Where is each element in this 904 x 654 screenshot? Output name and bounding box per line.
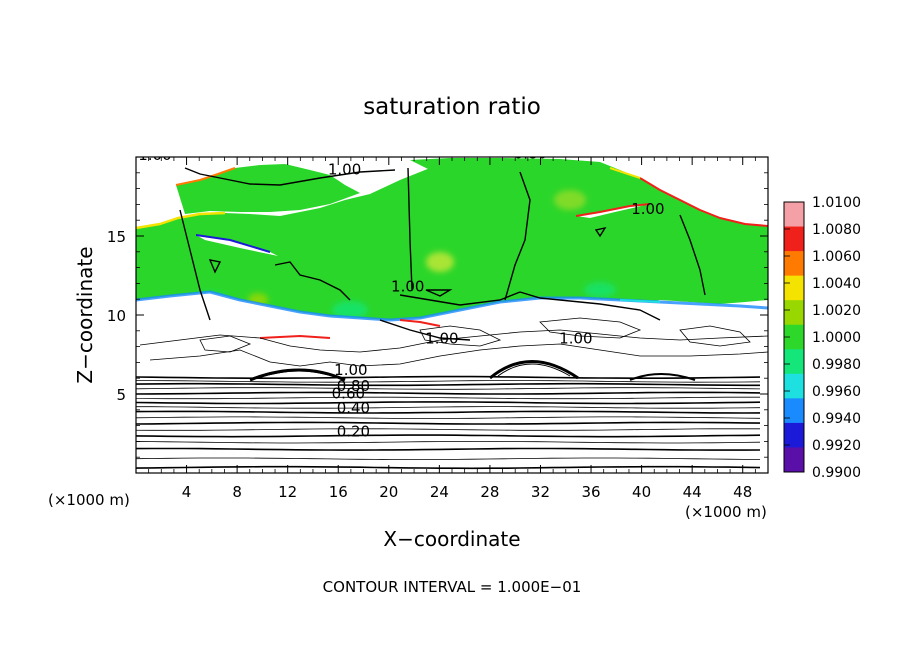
contour-interval-note: CONTOUR INTERVAL = 1.000E−01 bbox=[323, 578, 582, 596]
colorbar-swatch bbox=[784, 300, 804, 326]
colorbar-label: 0.9900 bbox=[812, 465, 861, 481]
colorbar-label: 0.9960 bbox=[812, 384, 861, 400]
contour-lines bbox=[179, 167, 706, 341]
colorbar-label: 0.9920 bbox=[812, 438, 861, 454]
colorbar-swatch bbox=[784, 324, 804, 350]
contour-label: 1.00 bbox=[391, 277, 424, 295]
contour-band-line bbox=[136, 396, 760, 400]
y-tick-label: 15 bbox=[107, 228, 126, 246]
x-tick-label: 20 bbox=[379, 483, 398, 501]
x-tick-label: 36 bbox=[581, 483, 600, 501]
contour-label: 1.00 bbox=[631, 200, 664, 218]
edge-fringes bbox=[136, 167, 768, 339]
y-tick-label: 10 bbox=[107, 307, 126, 325]
contour-label: 0.80 bbox=[514, 145, 547, 163]
x-tick-label: 32 bbox=[531, 483, 550, 501]
contour-band-line bbox=[136, 428, 760, 431]
colorbar-label: 1.0000 bbox=[812, 330, 861, 346]
x-tick-label: 40 bbox=[632, 483, 651, 501]
colorbar-label: 1.0100 bbox=[812, 195, 861, 211]
contour-label: 0.80 bbox=[337, 377, 370, 395]
colorbar-swatch bbox=[784, 226, 804, 252]
contour-band-line bbox=[136, 380, 761, 383]
contour-label: 1.00 bbox=[334, 361, 367, 379]
contour-band-line bbox=[136, 457, 761, 460]
contour-band-line bbox=[136, 387, 761, 390]
contour-label: 0.40 bbox=[337, 399, 370, 417]
colorbar-label: 0.9940 bbox=[812, 411, 861, 427]
x-tick-label: 16 bbox=[329, 483, 348, 501]
contour-label: 1.00 bbox=[328, 160, 361, 178]
colorbar-label: 0.9980 bbox=[812, 357, 861, 373]
x-axis-label: X−coordinate bbox=[383, 527, 520, 551]
x-tick-label: 28 bbox=[480, 483, 499, 501]
colorbar-label: 1.0020 bbox=[812, 303, 861, 319]
x-tick-label: 12 bbox=[278, 483, 297, 501]
contour-band-line bbox=[136, 382, 760, 387]
y-axis-label: Z−coordinate bbox=[73, 246, 97, 383]
contour-band-line bbox=[136, 375, 761, 379]
x-tick-label: 48 bbox=[733, 483, 752, 501]
contour-band-line bbox=[136, 434, 761, 438]
contour-band-line bbox=[136, 391, 761, 395]
contour-band-line bbox=[136, 410, 761, 414]
contour-band-line bbox=[136, 421, 761, 425]
thin-contours bbox=[139, 317, 768, 367]
contour-band-line bbox=[136, 416, 761, 419]
contour-labels: 1.00 0.801.001.001.001.00 1.001.000.800.60… bbox=[138, 145, 664, 441]
colorbar-swatch bbox=[784, 373, 804, 399]
contour-label: 0.20 bbox=[337, 423, 370, 441]
x-tick-label: 24 bbox=[430, 483, 449, 501]
x-tick-label: 4 bbox=[182, 483, 192, 501]
colorbar-swatch bbox=[784, 275, 804, 301]
y-axis-unit: (×1000 m) bbox=[48, 491, 130, 509]
plot-area: 1.00 0.801.001.001.001.00 1.001.000.800.60… bbox=[135, 145, 769, 474]
colorbar-swatch bbox=[784, 251, 804, 277]
contour-bands bbox=[136, 375, 761, 470]
contour-label: 1.00 bbox=[559, 329, 592, 347]
contour-band-line bbox=[136, 406, 761, 409]
contour-band-line bbox=[136, 465, 761, 470]
colorbar-label: 1.0080 bbox=[812, 222, 861, 238]
colorbar: 1.0100 1.0080 1.0060 1.0040 1.0020 1.0000 0.99… bbox=[783, 195, 861, 481]
colorbar-swatch bbox=[784, 349, 804, 375]
chart-title: saturation ratio bbox=[363, 94, 541, 120]
contour-band-line bbox=[136, 441, 761, 444]
contour-label: 0.60 bbox=[332, 385, 365, 403]
contour-band-line bbox=[136, 447, 761, 451]
colorbar-swatch bbox=[784, 447, 804, 473]
colorbar-swatch bbox=[784, 398, 804, 424]
x-tick-label: 44 bbox=[683, 483, 702, 501]
colorbar-swatch bbox=[784, 202, 804, 228]
x-tick-label: 8 bbox=[232, 483, 242, 501]
colorbar-label: 1.0040 bbox=[812, 276, 861, 292]
contour-label: 1.00 bbox=[138, 146, 171, 164]
colorbar-label: 1.0060 bbox=[812, 249, 861, 265]
contour-label: 1.00 bbox=[425, 329, 458, 347]
contour-band-line bbox=[136, 401, 761, 405]
y-tick-label: 5 bbox=[116, 386, 126, 404]
colorbar-swatch bbox=[784, 422, 804, 448]
x-axis-unit: (×1000 m) bbox=[685, 503, 767, 521]
